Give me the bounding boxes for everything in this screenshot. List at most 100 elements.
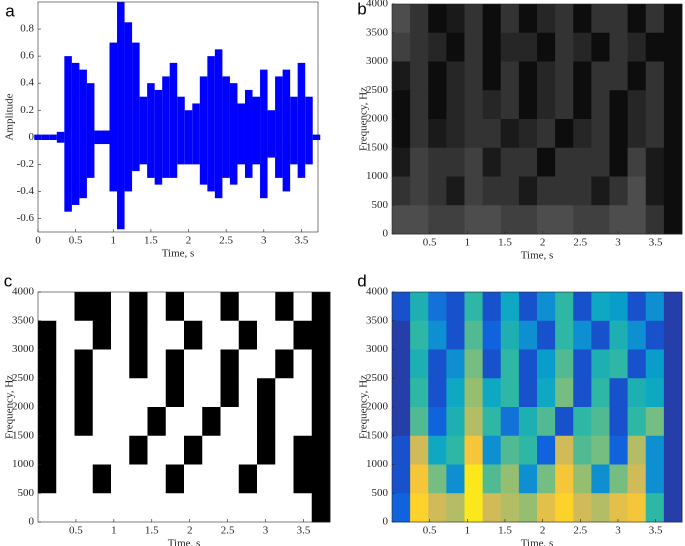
heatmap-cell xyxy=(591,407,610,437)
heatmap-cell xyxy=(410,407,429,437)
heatmap-cell xyxy=(500,464,520,494)
heatmap-cell xyxy=(464,292,484,322)
y-axis-label: Frequency, Hz xyxy=(4,375,16,439)
heatmap-cell xyxy=(573,147,592,177)
x-tick-label: 2.5 xyxy=(573,525,587,537)
heatmap-cell xyxy=(428,493,447,523)
heatmap-cell xyxy=(663,205,683,235)
heatmap-cell xyxy=(446,493,465,523)
heatmap-cell xyxy=(609,292,629,322)
heatmap-cell xyxy=(591,378,610,408)
heatmap-cell xyxy=(627,147,647,177)
heatmap-cell xyxy=(482,176,502,206)
heatmap-cell xyxy=(392,378,411,408)
panel-label: a xyxy=(5,1,15,20)
heatmap-cell xyxy=(392,320,411,350)
x-tick-label: 1 xyxy=(465,525,471,537)
heatmap-cell xyxy=(38,320,57,350)
panel-label: b xyxy=(357,0,366,18)
x-tick-label: 0.5 xyxy=(69,525,83,537)
heatmap-cell xyxy=(645,493,665,523)
y-tick-label: 1000 xyxy=(366,170,389,182)
heatmap-cell xyxy=(410,435,429,465)
heatmap-cell xyxy=(518,61,538,91)
heatmap-cell xyxy=(500,32,520,62)
heatmap-cell xyxy=(428,378,447,408)
heatmap-cell xyxy=(518,464,538,494)
waveform-segment xyxy=(305,96,313,165)
x-tick-label: 1.5 xyxy=(498,525,512,537)
heatmap-cell xyxy=(392,292,411,322)
heatmap-cell xyxy=(147,349,167,379)
heatmap-cell xyxy=(111,493,130,523)
waveform-segment xyxy=(237,103,245,165)
heatmap-cell xyxy=(38,349,57,379)
heatmap-cell xyxy=(446,320,465,350)
heatmap-cell xyxy=(627,292,647,322)
heatmap-cell xyxy=(645,147,665,177)
heatmap-cell xyxy=(165,349,185,379)
y-tick-label: 500 xyxy=(372,487,389,499)
heatmap-cell xyxy=(165,407,185,437)
heatmap-cell xyxy=(555,4,574,34)
waveform-segment xyxy=(297,62,306,178)
heatmap-cell xyxy=(56,349,75,379)
heatmap-cell xyxy=(591,464,610,494)
heatmap-cell xyxy=(428,205,447,235)
heatmap-cell xyxy=(446,119,465,149)
heatmap-cell xyxy=(537,378,556,408)
y-tick-label: 3500 xyxy=(366,314,389,326)
y-tick-label: 0.8 xyxy=(20,23,34,35)
heatmap-cell xyxy=(129,407,148,437)
heatmap-cell xyxy=(537,176,556,206)
heatmap-cell xyxy=(609,90,629,120)
heatmap-cell xyxy=(392,435,411,465)
heatmap-cell xyxy=(555,205,574,235)
waveform-segment xyxy=(117,2,125,230)
heatmap-cell xyxy=(238,292,258,322)
heatmap-cell xyxy=(74,435,94,465)
heatmap-cell xyxy=(446,378,465,408)
y-axis-label: Amplitude xyxy=(4,93,16,140)
waveform-segment xyxy=(267,110,276,158)
waveform-segment xyxy=(132,42,140,172)
waveform-segment xyxy=(56,131,65,143)
heatmap-cell xyxy=(591,176,610,206)
heatmap-cell xyxy=(74,320,94,350)
heatmap-cell xyxy=(220,320,240,350)
heatmap-cell xyxy=(238,407,258,437)
heatmap-cell xyxy=(446,435,465,465)
heatmap-cell xyxy=(311,464,331,494)
heatmap-cell xyxy=(645,320,665,350)
heatmap-cell xyxy=(663,119,683,149)
heatmap-cell xyxy=(464,147,484,177)
heatmap-cell xyxy=(645,292,665,322)
heatmap-cell xyxy=(464,435,484,465)
heatmap-cell xyxy=(202,464,221,494)
heatmap-cell xyxy=(428,464,447,494)
heatmap-cell xyxy=(663,435,683,465)
heatmap-cell xyxy=(129,435,148,465)
heatmap-cell xyxy=(591,119,610,149)
heatmap-cell xyxy=(410,176,429,206)
heatmap-cell xyxy=(38,464,57,494)
heatmap-cell xyxy=(220,292,240,322)
heatmap-cell xyxy=(609,61,629,91)
heatmap-cell xyxy=(464,407,484,437)
heatmap-cell xyxy=(184,378,203,408)
heatmap-cell xyxy=(591,205,610,235)
heatmap-cell xyxy=(663,61,683,91)
waveform-segment xyxy=(49,134,57,140)
heatmap-cell xyxy=(392,90,411,120)
heatmap-cell xyxy=(627,176,647,206)
heatmap-cell xyxy=(555,407,574,437)
heatmap-cell xyxy=(257,407,276,437)
heatmap-cell xyxy=(165,493,185,523)
heatmap-cell xyxy=(428,349,447,379)
heatmap-cell xyxy=(464,176,484,206)
heatmap-cell xyxy=(482,292,502,322)
heatmap-cell xyxy=(293,464,313,494)
waveform-segment xyxy=(207,56,215,192)
heatmap-cell xyxy=(38,378,57,408)
heatmap-cell xyxy=(147,435,167,465)
